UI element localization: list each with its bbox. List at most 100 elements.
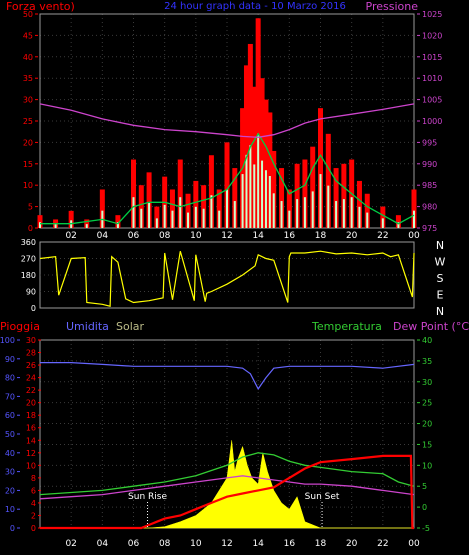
humidity-y-tick: 20 xyxy=(5,486,15,495)
wind-gust-core-bar xyxy=(179,197,182,228)
wind-speed-bar xyxy=(216,189,222,228)
humidity-y-tick: 10 xyxy=(5,505,15,514)
wind-average-line xyxy=(40,132,415,225)
temperature-y-tick: 30 xyxy=(422,378,432,387)
wind-x-tick: 18 xyxy=(315,231,327,241)
wind-y-tick: 35 xyxy=(23,74,33,83)
humidity-y-tick: 30 xyxy=(5,468,15,477)
wind-gust-core-bar xyxy=(288,210,291,228)
lower-x-tick: 04 xyxy=(97,539,109,549)
wind-speed-bar xyxy=(37,215,43,228)
wind-x-tick: 08 xyxy=(159,231,171,241)
compass-label: N xyxy=(436,305,444,318)
humidity-y-tick: 100 xyxy=(0,336,15,345)
wind-speed-bar xyxy=(318,108,323,228)
lower-x-tick: 20 xyxy=(346,539,358,549)
direction-y-tick: 180 xyxy=(21,271,36,280)
dewpoint-line xyxy=(39,475,415,500)
wind-speed-bar xyxy=(243,65,249,228)
wind-x-tick: 00 xyxy=(408,231,420,241)
wind-speed-bar xyxy=(208,155,214,228)
wind-speed-bar xyxy=(310,146,316,228)
wind-gust-core-bar xyxy=(413,210,415,228)
temperature-y-tick: -5 xyxy=(422,524,430,533)
wind-gust-core-bar xyxy=(381,218,384,228)
lower-x-tick: 10 xyxy=(190,539,202,549)
rain-y-tick: 6 xyxy=(31,486,36,495)
temperature-y-tick: 35 xyxy=(422,357,432,366)
wind-speed-bar xyxy=(395,215,401,228)
wind-speed-bar xyxy=(411,189,417,228)
wind-speed-bar xyxy=(259,78,265,228)
wind-speed-bar xyxy=(255,18,261,229)
wind-speed-bar xyxy=(267,112,273,228)
sunrise-label: Sun Rise xyxy=(128,492,167,502)
rain-y-tick: 8 xyxy=(31,474,36,483)
wind-gust-core-bar xyxy=(39,222,41,228)
wind-gust-core-bar xyxy=(241,174,244,228)
rain-y-tick: 20 xyxy=(26,399,36,408)
humidity-y-tick: 80 xyxy=(5,374,15,383)
wind-speed-bar xyxy=(380,206,386,228)
wind-gust-core-bar xyxy=(358,206,361,228)
compass-label: N xyxy=(436,239,444,252)
lower-x-tick: 12 xyxy=(221,539,232,549)
rain-y-tick: 30 xyxy=(26,336,36,345)
wind-y-tick: 15 xyxy=(23,160,33,169)
humidity-y-tick: 0 xyxy=(10,524,15,533)
wind-gust-core-bar xyxy=(148,202,151,228)
compass-label: E xyxy=(437,289,444,302)
lower-x-tick: 18 xyxy=(315,539,327,549)
pressure-y-tick: 985 xyxy=(422,181,437,190)
wind-gust-core-bar xyxy=(218,210,221,228)
wind-y-tick: 50 xyxy=(23,10,33,19)
wind-speed-bar xyxy=(201,185,207,228)
graph-title: 24 hour graph data - 10 Marzo 2016 xyxy=(164,1,346,12)
wind-speed-bar xyxy=(169,189,175,228)
wind-direction-line xyxy=(39,250,415,307)
pressure-y-tick: 995 xyxy=(422,138,437,147)
wind-gust-core-bar xyxy=(327,185,330,228)
temperature-y-tick: 40 xyxy=(422,336,432,345)
wind-y-tick: 0 xyxy=(28,224,33,233)
wind-x-tick: 02 xyxy=(65,231,76,241)
wind-gust-core-bar xyxy=(116,222,119,228)
lower-x-tick: 14 xyxy=(252,539,264,549)
temperature-y-tick: 10 xyxy=(422,461,432,470)
temperature-y-tick: 20 xyxy=(422,420,432,429)
wind-speed-bar xyxy=(84,219,90,228)
wind-x-tick: 06 xyxy=(128,231,140,241)
pressure-y-tick: 1025 xyxy=(422,10,442,19)
direction-y-tick: 90 xyxy=(26,288,36,297)
wind-x-tick: 14 xyxy=(252,231,264,241)
wind-speed-bar xyxy=(115,215,121,228)
wind-speed-bar xyxy=(68,210,74,228)
wind-gust-core-bar xyxy=(280,201,283,228)
wind-gust-core-bar xyxy=(132,197,135,228)
wind-gust-core-bar xyxy=(342,199,345,228)
wind-speed-bar xyxy=(154,206,160,228)
rain-legend: Pioggia xyxy=(0,320,40,333)
temperature-legend: Temperatura xyxy=(311,320,382,333)
wind-speed-bar xyxy=(177,159,183,228)
temperature-y-tick: 0 xyxy=(422,503,427,512)
pressure-line xyxy=(39,103,415,138)
wind-gust-core-bar xyxy=(85,224,88,228)
wind-gust-core-bar xyxy=(319,174,322,228)
pressure-y-tick: 975 xyxy=(422,224,437,233)
wind-speed-bar xyxy=(333,168,339,228)
humidity-line xyxy=(40,362,415,391)
lower-x-tick: 22 xyxy=(377,539,388,549)
wind-gust-core-bar xyxy=(155,218,158,228)
rain-line xyxy=(40,454,414,530)
rain-y-tick: 10 xyxy=(26,461,36,470)
wind-speed-bar xyxy=(131,159,136,228)
wind-speed-bar xyxy=(251,86,257,228)
wind-axis-label: Forza vento) xyxy=(6,0,75,13)
compass-label: S xyxy=(437,272,444,285)
rain-y-tick: 14 xyxy=(26,436,36,445)
humidity-legend: Umidita xyxy=(66,320,109,333)
wind-y-tick: 45 xyxy=(23,31,33,40)
wind-speed-bar xyxy=(271,150,277,228)
sunset-label: Sun Set xyxy=(305,492,340,502)
